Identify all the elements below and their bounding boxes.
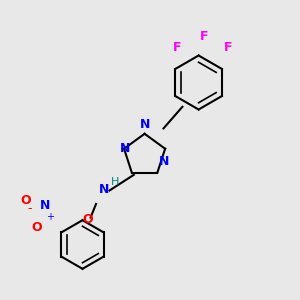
Text: N: N xyxy=(99,183,109,196)
Text: -: - xyxy=(27,202,32,215)
Text: N: N xyxy=(40,200,50,212)
Text: F: F xyxy=(200,30,208,43)
Text: N: N xyxy=(120,142,130,155)
Text: +: + xyxy=(46,212,54,222)
Text: O: O xyxy=(20,194,31,207)
Text: H: H xyxy=(111,177,119,187)
Text: O: O xyxy=(31,221,42,234)
Text: F: F xyxy=(173,41,181,54)
Text: F: F xyxy=(224,41,232,54)
Text: N: N xyxy=(140,118,150,131)
Text: O: O xyxy=(82,213,93,226)
Text: N: N xyxy=(159,155,169,168)
